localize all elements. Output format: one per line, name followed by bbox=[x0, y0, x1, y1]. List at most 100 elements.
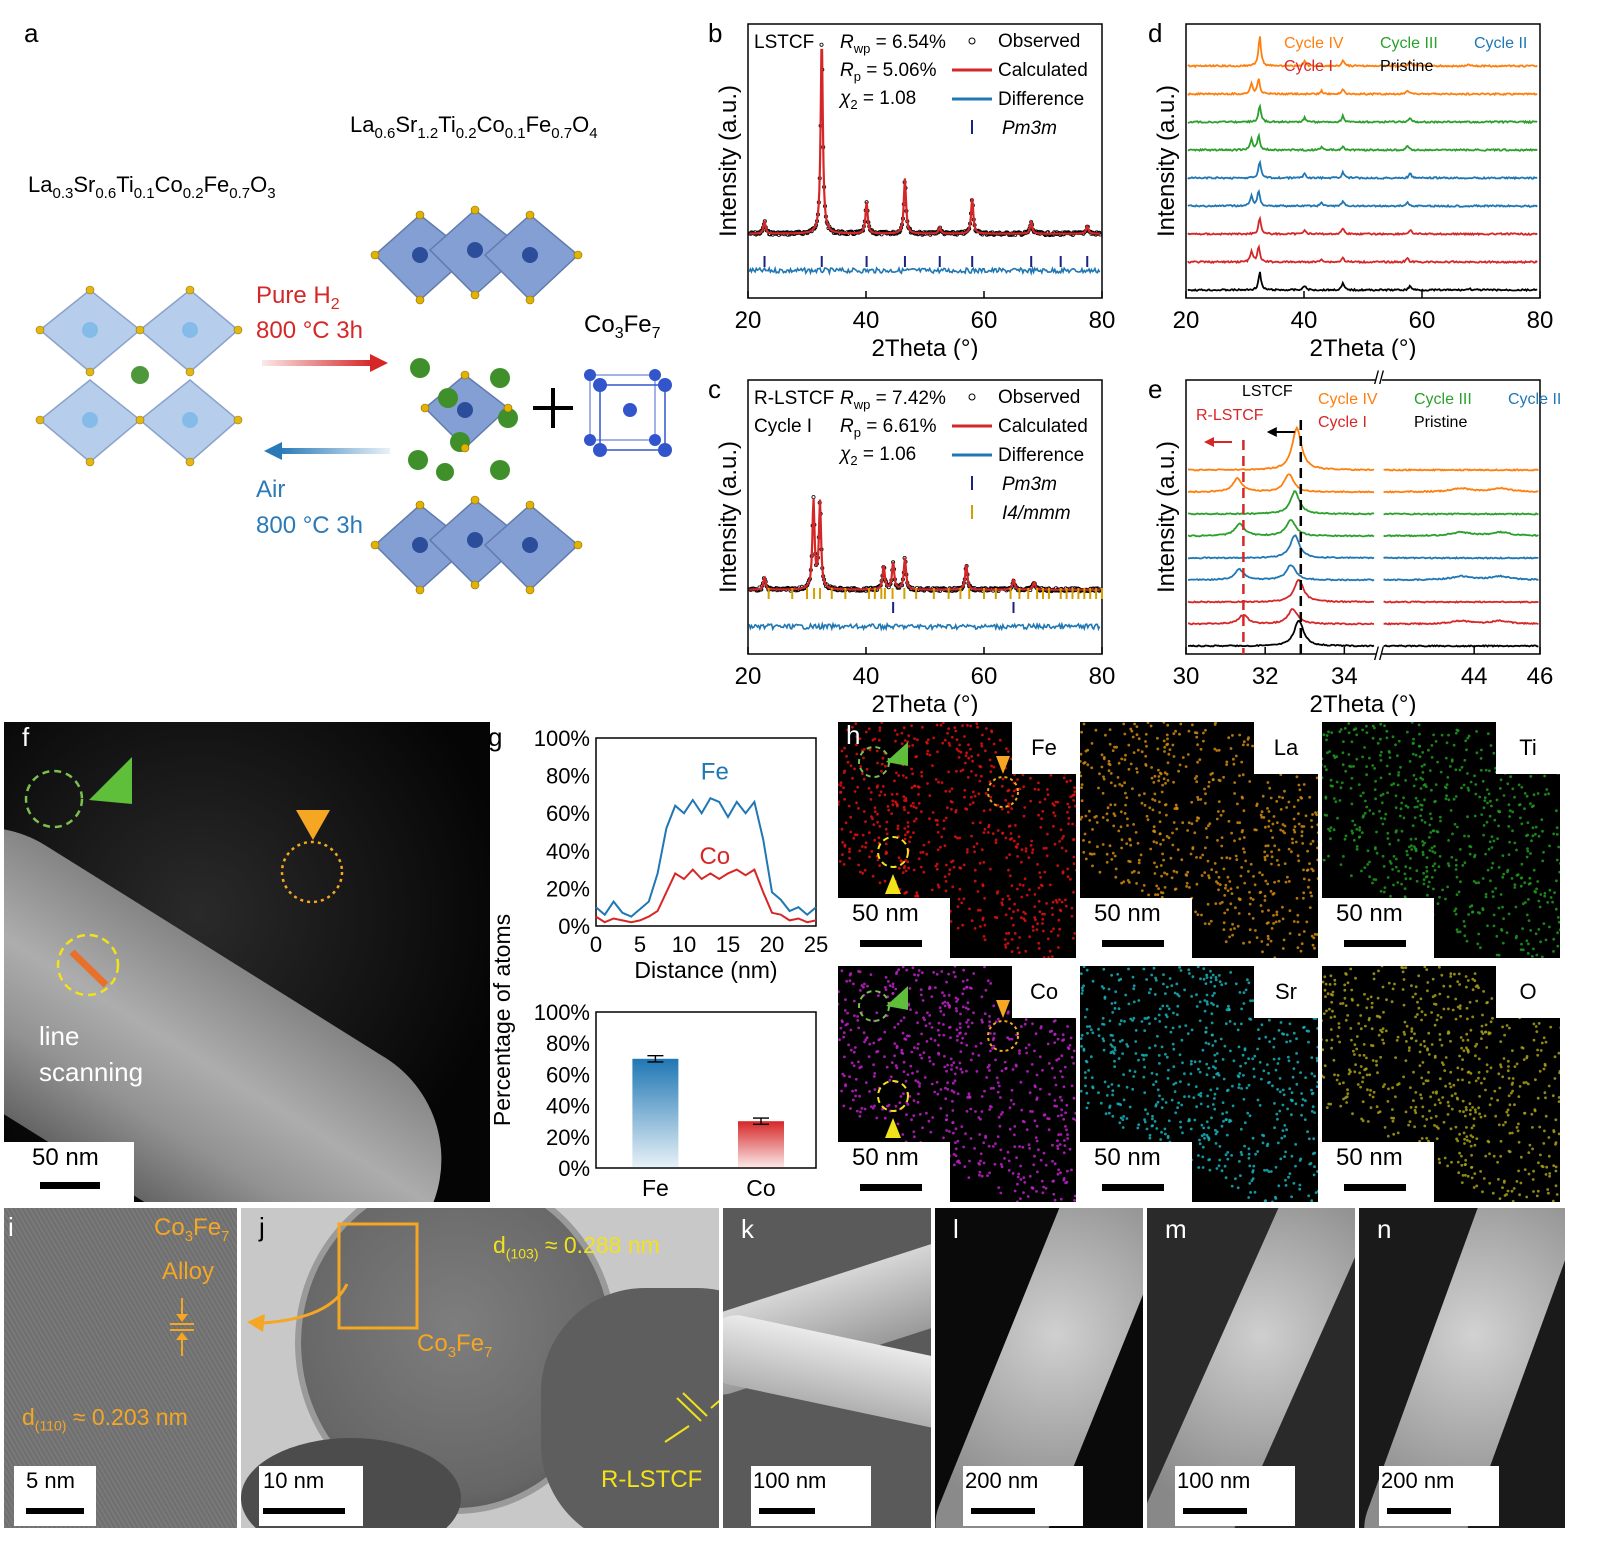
panel-label-m: m bbox=[1165, 1214, 1187, 1244]
scale-bar-h: 50 nm bbox=[838, 1142, 950, 1202]
eds-map-La: La 50 nm bbox=[1080, 722, 1318, 958]
y-tick-label: 60% bbox=[546, 801, 590, 826]
panel-a-schematic: La0.3Sr0.6Ti0.1Co0.2Fe0.7O3 La0.6Sr1.2Ti… bbox=[28, 112, 672, 595]
y-axis-label: Intensity (a.u.) bbox=[715, 441, 742, 593]
legend-entry: Pristine bbox=[1414, 414, 1467, 431]
line-scan-Fe bbox=[595, 796, 817, 918]
x-axis-label: 2Theta (°) bbox=[872, 691, 979, 716]
j-sample-label: R-LSTCF bbox=[601, 1466, 703, 1493]
scale-bar-h: 50 nm bbox=[838, 898, 950, 958]
difference-line bbox=[748, 621, 1101, 632]
xrd-trace bbox=[1187, 215, 1538, 237]
scale-bar-n: 200 nm bbox=[1379, 1466, 1499, 1526]
xrd-trace bbox=[1187, 473, 1374, 494]
zoom-box bbox=[337, 1222, 419, 1330]
xrd-trace bbox=[1383, 619, 1539, 626]
legend-entry: Difference bbox=[998, 89, 1084, 110]
xrd-trace bbox=[1383, 512, 1539, 516]
spacing-marker-icon bbox=[170, 1298, 194, 1356]
panel-h-eds-maps: h Fe 50 nm La 50 nm Ti 50 nm Co 50 nm Sr 50 nm O 50 … bbox=[838, 722, 1600, 1202]
xrd-trace bbox=[1187, 534, 1375, 560]
x-tick-label: 60 bbox=[971, 663, 998, 690]
scale-bar-h: 50 nm bbox=[1080, 898, 1192, 958]
scale-bar-f: 50 nm bbox=[4, 1142, 134, 1202]
legend-entry: I4/mmm bbox=[1002, 503, 1071, 524]
orange-pointer-icon bbox=[296, 810, 330, 840]
element-label: Co bbox=[1012, 966, 1076, 1018]
green-pointer-icon bbox=[89, 757, 132, 804]
svg-text://: // bbox=[1374, 644, 1384, 664]
panel-label-c: c bbox=[708, 374, 721, 404]
alloy-title: Co3Fe7 bbox=[154, 1214, 230, 1245]
scale-bar-m: 100 nm bbox=[1175, 1466, 1295, 1526]
panel-label-f: f bbox=[22, 722, 30, 752]
xrd-trace bbox=[1383, 556, 1539, 560]
reduce-gas-label: Pure H2 bbox=[256, 282, 340, 313]
d103-label: d(103) ≈ 0.288 nm bbox=[493, 1232, 660, 1262]
bar-Fe bbox=[632, 1058, 679, 1168]
fit-stat: Rp = 6.61% bbox=[840, 416, 937, 440]
perovskite-structure-icon bbox=[35, 285, 243, 467]
eds-map-Sr: Sr 50 nm bbox=[1080, 966, 1318, 1202]
y-tick-label: 0% bbox=[558, 914, 590, 939]
scale-bar-h: 50 nm bbox=[1322, 1142, 1434, 1202]
scale-bar-j: 10 nm bbox=[259, 1466, 363, 1526]
xrd-trace bbox=[1187, 36, 1538, 69]
y-tick-label: 80% bbox=[546, 764, 590, 789]
legend-entry: Pm3m bbox=[1002, 118, 1057, 139]
x-tick-label: 80 bbox=[1527, 307, 1554, 334]
y-tick-label: 0% bbox=[558, 1156, 590, 1181]
sample-label: R-LSTCF bbox=[754, 388, 834, 409]
panel-m-sem: m 100 nm bbox=[1147, 1208, 1355, 1528]
panel-i-hrtem: i Co3Fe7 Alloy d(110) ≈ 0.203 nm 5 nm bbox=[4, 1208, 237, 1528]
panel-c-chart: 20 40 60 80 2Theta (°) Intensity (a.u.) R-LSTC… bbox=[715, 379, 1115, 716]
x-tick-label: 40 bbox=[853, 663, 880, 690]
legend-entry: Pristine bbox=[1380, 58, 1433, 75]
xrd-trace bbox=[1383, 600, 1539, 604]
xrd-trace bbox=[1383, 530, 1539, 538]
panel-e-chart: // // 30 32 34 44 46 2Theta (°) Intensity (a.u.)… bbox=[1153, 368, 1561, 716]
x-tick-label: 5 bbox=[634, 932, 646, 957]
bar-category-label: Co bbox=[746, 1175, 775, 1200]
x-tick-label: 60 bbox=[971, 307, 998, 334]
d110-label: d(110) ≈ 0.203 nm bbox=[22, 1404, 188, 1434]
eds-map-Ti: Ti 50 nm bbox=[1322, 722, 1560, 958]
sample-label-2: Cycle I bbox=[754, 416, 812, 437]
alloy-formula: Co3Fe7 bbox=[584, 311, 661, 342]
xrd-trace bbox=[1187, 243, 1538, 265]
y-tick-label: 100% bbox=[534, 1000, 590, 1025]
y-axis-label: Percentage of atoms bbox=[489, 914, 515, 1126]
d103-marker-icon bbox=[664, 1392, 719, 1443]
x-tick-label: 20 bbox=[760, 932, 784, 957]
y-tick-label: 80% bbox=[546, 1031, 590, 1056]
x-tick-label: 0 bbox=[590, 932, 602, 957]
fit-stat: Rwp = 6.54% bbox=[840, 32, 946, 56]
x-tick-label: 20 bbox=[735, 663, 762, 690]
panel-label-d: d bbox=[1148, 18, 1163, 48]
y-tick-label: 40% bbox=[546, 1094, 590, 1119]
panel-label-g: g bbox=[488, 722, 502, 752]
y-axis-label: Intensity (a.u.) bbox=[1153, 441, 1180, 593]
reduce-cond-label: 800 °C 3h bbox=[256, 317, 363, 344]
eds-map-O: O 50 nm bbox=[1322, 966, 1560, 1202]
panel-label-e: e bbox=[1148, 374, 1163, 404]
xrd-trace bbox=[1187, 579, 1375, 604]
xrd-trace bbox=[1187, 103, 1538, 125]
matrix-circle bbox=[280, 840, 344, 904]
xrd-trace bbox=[1187, 490, 1375, 516]
sample-label: LSTCF bbox=[754, 32, 814, 53]
panel-label-a: a bbox=[24, 18, 39, 48]
calculated-line bbox=[749, 48, 1101, 235]
x-tick-label: 44 bbox=[1461, 663, 1488, 690]
oxid-gas-label: Air bbox=[256, 476, 285, 503]
x-axis-label: Distance (nm) bbox=[634, 957, 777, 983]
marker-r-lstcf: R-LSTCF bbox=[1196, 407, 1264, 424]
x-tick-label: 80 bbox=[1089, 307, 1116, 334]
x-tick-label: 20 bbox=[1173, 307, 1200, 334]
x-tick-label: 40 bbox=[853, 307, 880, 334]
legend-entry: Cycle IV bbox=[1284, 35, 1344, 52]
xrd-trace bbox=[1187, 132, 1538, 152]
legend-entry: Calculated bbox=[998, 416, 1088, 437]
scale-bar-h: 50 nm bbox=[1322, 898, 1434, 958]
scale-bar-i: 5 nm bbox=[14, 1466, 96, 1526]
